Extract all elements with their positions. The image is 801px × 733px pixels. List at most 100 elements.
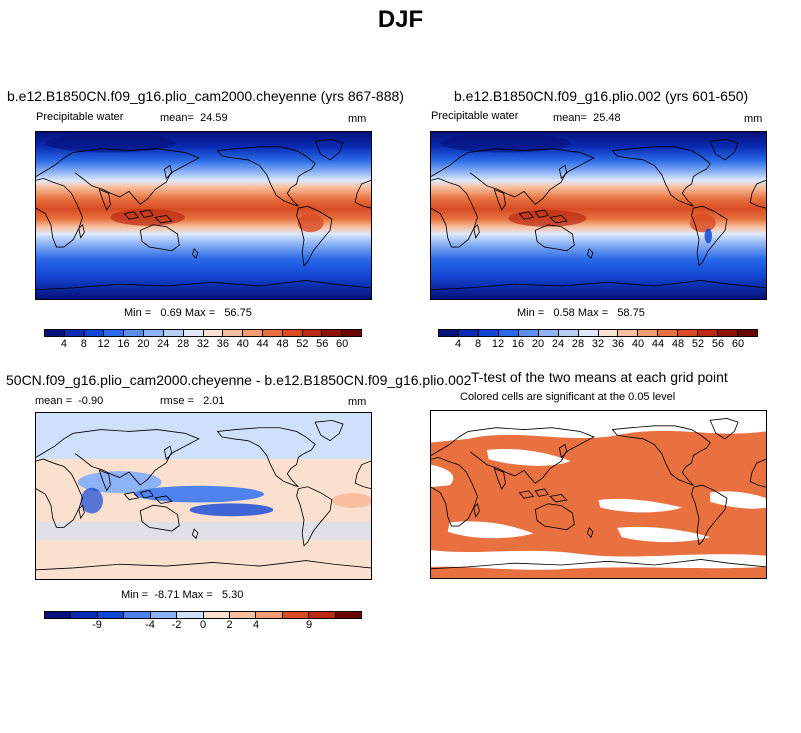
panel-c-map xyxy=(35,412,372,580)
panel-a-variable: Precipitable water xyxy=(36,111,124,123)
panel-b-colorbar-label: 40 xyxy=(631,338,645,350)
panel-c-min-label: Min = xyxy=(121,589,149,601)
panel-a-min-value: 0.69 xyxy=(160,307,182,319)
panel-c-spcz-anom xyxy=(189,503,274,517)
panel-c-colorbar-label: 0 xyxy=(199,619,207,631)
panel-c-colorbar-box xyxy=(335,612,362,618)
panel-b-arctic-dry xyxy=(440,133,571,153)
panel-d-title: T-test of the two means at each grid poi… xyxy=(471,369,728,385)
panel-d-insignificant-areas xyxy=(431,411,766,570)
panel-c-atlantic-anom xyxy=(331,493,371,508)
panel-b-mean-value: 25.48 xyxy=(593,112,621,124)
panel-c-colorbar-box xyxy=(229,612,257,618)
panel-a-colorbar-label: 40 xyxy=(236,338,249,350)
panel-d-insig-arctic xyxy=(431,411,766,443)
panel-c-colorbar-box xyxy=(282,612,310,618)
panel-a-colorbar-label: 36 xyxy=(216,338,229,350)
panel-a-colorbar-label: 24 xyxy=(157,338,170,350)
panel-a-mean-label: mean= xyxy=(160,112,194,124)
panel-d-insig-spac xyxy=(617,526,711,543)
panel-b-variable: Precipitable water xyxy=(431,110,519,122)
panel-d-map xyxy=(430,410,767,579)
panel-b-min-value: 0.58 xyxy=(553,307,575,319)
panel-a-map xyxy=(35,131,372,300)
panel-b-colorbar-label: 24 xyxy=(551,338,565,350)
panel-a-colorbar-box xyxy=(342,330,361,336)
panel-b-colorbar-box xyxy=(458,330,479,336)
panel-c-colorbar-label: 4 xyxy=(252,619,260,631)
panel-b-colorbar xyxy=(438,329,758,337)
panel-c-colorbar-box xyxy=(177,612,204,618)
panel-a-colorbar-box xyxy=(64,330,85,336)
panel-a-colorbar-box xyxy=(45,330,65,336)
panel-b-colorbar-box xyxy=(558,330,579,336)
panel-a-colorbar-box xyxy=(183,330,204,336)
panel-a-max-label: Max = xyxy=(184,307,216,319)
panel-c-minmax: Min = -8.71 Max = 5.30 xyxy=(121,589,243,601)
panel-c-units: mm xyxy=(348,396,367,408)
panel-b-colorbar-label: 20 xyxy=(531,338,545,350)
panel-a-colorbar-label: 52 xyxy=(296,338,309,350)
panel-c-colorbar-labels: -9 -4 -2 0 2 4 9 xyxy=(44,619,362,633)
panel-c-rmse-label: rmse = xyxy=(160,395,194,407)
panel-b-colorbar-label: 16 xyxy=(511,338,525,350)
panel-a-colorbar xyxy=(44,329,362,337)
panel-c-pacific-anom xyxy=(133,485,264,503)
panel-c-colorbar-box xyxy=(203,612,230,618)
panel-c-title: 50CN.f09_g16.plio_cam2000.cheyenne - b.e… xyxy=(6,372,472,388)
panel-a-minmax: Min = 0.69 Max = 56.75 xyxy=(124,307,252,319)
panel-a-mean: mean= 24.59 xyxy=(160,112,228,124)
panel-b-map xyxy=(430,131,767,300)
panel-c-mean-value: -0.90 xyxy=(78,395,104,407)
panel-b-units: mm xyxy=(744,113,763,125)
panel-a-min-label: Min = xyxy=(124,307,152,319)
panel-a-colorbar-label: 44 xyxy=(256,338,269,350)
panel-a-colorbar-label: 16 xyxy=(117,338,130,350)
panel-c-colorbar-label: -4 xyxy=(145,619,155,631)
panel-a-colorbar-box xyxy=(302,330,323,336)
panel-a-colorbar-box xyxy=(322,330,343,336)
panel-a-colorbar-box xyxy=(124,330,145,336)
panel-c-colorbar-box xyxy=(150,612,178,618)
panel-c-max-value: 5.30 xyxy=(221,589,244,601)
panel-a-colorbar-label: 12 xyxy=(97,338,110,350)
panel-a-colorbar-box xyxy=(104,330,125,336)
panel-a-colorbar-label: 56 xyxy=(316,338,329,350)
panel-b-colorbar-box xyxy=(518,330,539,336)
panel-c-rmse-value: 2.01 xyxy=(203,395,225,407)
panel-b-colorbar-label: 60 xyxy=(731,338,745,350)
panel-c-colorbar-box xyxy=(97,612,125,618)
panel-b-colorbar-box xyxy=(618,330,639,336)
panel-c-nh-band xyxy=(36,413,371,460)
panel-b-max-label: Max = xyxy=(577,307,609,319)
panel-b-field xyxy=(431,132,766,299)
panel-b-min-label: Min = xyxy=(517,307,545,319)
panel-a-colorbar-label: 4 xyxy=(60,338,67,350)
panel-a-colorbar-box xyxy=(144,330,164,336)
panel-c-min-value: -8.71 xyxy=(154,589,180,601)
panel-d-insig-atlantic xyxy=(710,491,766,509)
panel-d-insig-indian xyxy=(447,521,534,539)
panel-c-colorbar-box xyxy=(71,612,98,618)
panel-a-colorbar-label: 60 xyxy=(336,338,349,350)
panel-c-colorbar-label: -9 xyxy=(92,619,102,631)
panel-a-mean-value: 24.59 xyxy=(200,112,228,124)
panel-c-africa-anom xyxy=(80,487,103,514)
panel-b-colorbar-label: 36 xyxy=(611,338,625,350)
panel-a-title: b.e12.B1850CN.f09_g16.plio_cam2000.cheye… xyxy=(7,88,404,104)
panel-c-colorbar-box xyxy=(124,612,151,618)
figure-title: DJF xyxy=(377,6,424,33)
panel-b-amazon xyxy=(689,213,716,233)
panel-b-colorbar-box xyxy=(498,330,519,336)
panel-c-colorbar-box xyxy=(256,612,283,618)
panel-b-colorbar-label: 8 xyxy=(474,338,482,350)
panel-d-insig-pacific xyxy=(598,498,683,513)
panel-c-max-label: Max = xyxy=(182,589,213,601)
panel-a-colorbar-label: 32 xyxy=(196,338,210,350)
panel-a-field xyxy=(36,132,371,299)
panel-b-colorbar-label: 56 xyxy=(711,338,725,350)
panel-b-colorbar-label: 4 xyxy=(454,338,462,350)
panel-b-colorbar-box xyxy=(638,330,659,336)
panel-d-insig-southern xyxy=(431,550,766,570)
panel-a-colorbar-box xyxy=(262,330,283,336)
